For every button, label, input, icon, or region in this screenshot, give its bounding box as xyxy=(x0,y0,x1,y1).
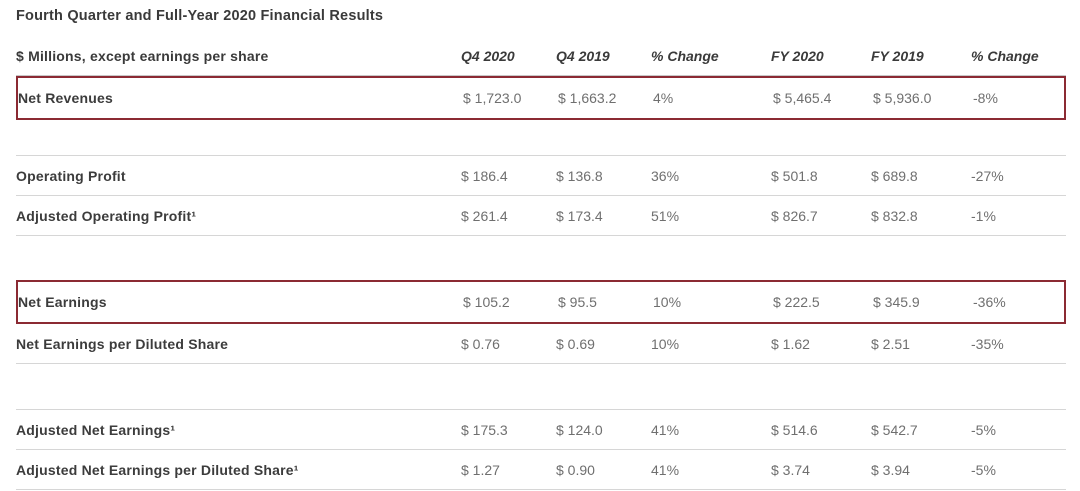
row-label: Net Earnings per Diluted Share xyxy=(16,335,229,352)
row-value: 36% xyxy=(651,167,680,184)
row-value: 41% xyxy=(651,461,680,478)
row-value: $ 124.0 xyxy=(556,421,603,438)
row-value: $ 136.8 xyxy=(556,167,603,184)
row-label: Adjusted Net Earnings¹ xyxy=(16,421,176,438)
row-value: -1% xyxy=(971,207,996,224)
row-value: $ 501.8 xyxy=(771,167,818,184)
table-row: Net Revenues $ 1,723.0 $ 1,663.2 4% $ 5,465.… xyxy=(16,76,1066,120)
column-header-q4-2020: Q4 2020 xyxy=(461,47,515,64)
row-value: -5% xyxy=(971,421,996,438)
row-value: $ 173.4 xyxy=(556,207,603,224)
row-value: $ 0.69 xyxy=(556,335,595,352)
row-value: 10% xyxy=(653,294,682,310)
row-value: $ 1.27 xyxy=(461,461,500,478)
row-value: $ 1.62 xyxy=(771,335,810,352)
spacer-row xyxy=(16,364,1066,410)
column-header-q4-pct-change: % Change xyxy=(651,47,719,64)
row-value: 4% xyxy=(653,90,674,106)
row-value: $ 514.6 xyxy=(771,421,818,438)
row-value: $ 175.3 xyxy=(461,421,508,438)
row-value: $ 3.94 xyxy=(871,461,910,478)
table-row: Adjusted Net Earnings per Diluted Share¹… xyxy=(16,450,1066,490)
row-value: $ 3.74 xyxy=(771,461,810,478)
table-body: Net Revenues $ 1,723.0 $ 1,663.2 4% $ 5,465.… xyxy=(16,76,1066,490)
row-label: Net Revenues xyxy=(18,90,113,106)
row-value: $ 0.76 xyxy=(461,335,500,352)
table-header-row: $ Millions, except earnings per share Q4… xyxy=(16,36,1066,76)
row-value: -5% xyxy=(971,461,996,478)
row-value: $ 261.4 xyxy=(461,207,508,224)
table-row: Net Earnings per Diluted Share $ 0.76 $ 0.… xyxy=(16,324,1066,364)
row-label: Adjusted Operating Profit¹ xyxy=(16,207,197,224)
column-header-fy-2019: FY 2019 xyxy=(871,47,924,64)
row-value: $ 345.9 xyxy=(873,294,920,310)
row-value: $ 689.8 xyxy=(871,167,918,184)
row-value: $ 826.7 xyxy=(771,207,818,224)
row-value: $ 5,936.0 xyxy=(873,90,932,106)
row-value: -8% xyxy=(973,90,998,106)
row-value: $ 0.90 xyxy=(556,461,595,478)
spacer-row xyxy=(16,120,1066,156)
row-value: 10% xyxy=(651,335,680,352)
row-label: Adjusted Net Earnings per Diluted Share¹ xyxy=(16,461,299,478)
row-label: Net Earnings xyxy=(18,294,107,310)
row-value: -35% xyxy=(971,335,1004,352)
column-header-fy-2020: FY 2020 xyxy=(771,47,824,64)
row-label: Operating Profit xyxy=(16,167,126,184)
column-header-fy-pct-change: % Change xyxy=(971,47,1039,64)
row-value: -36% xyxy=(973,294,1006,310)
row-value: $ 1,723.0 xyxy=(463,90,522,106)
column-header-q4-2019: Q4 2019 xyxy=(556,47,610,64)
row-value: $ 1,663.2 xyxy=(558,90,617,106)
row-value: $ 542.7 xyxy=(871,421,918,438)
row-value: -27% xyxy=(971,167,1004,184)
table-units-label: $ Millions, except earnings per share xyxy=(16,47,269,64)
row-value: $ 95.5 xyxy=(558,294,597,310)
row-value: 41% xyxy=(651,421,680,438)
page-title: Fourth Quarter and Full-Year 2020 Financ… xyxy=(16,8,384,24)
table-row: Operating Profit $ 186.4 $ 136.8 36% $ 501.8… xyxy=(16,156,1066,196)
financial-results-table: $ Millions, except earnings per share Q4… xyxy=(16,36,1066,490)
spacer-row xyxy=(16,236,1066,280)
row-value: $ 5,465.4 xyxy=(773,90,832,106)
row-value: $ 222.5 xyxy=(773,294,820,310)
row-value: $ 105.2 xyxy=(463,294,510,310)
row-value: 51% xyxy=(651,207,680,224)
row-value: $ 832.8 xyxy=(871,207,918,224)
table-row: Adjusted Operating Profit¹ $ 261.4 $ 173.4… xyxy=(16,196,1066,236)
row-value: $ 186.4 xyxy=(461,167,508,184)
table-row: Net Earnings $ 105.2 $ 95.5 10% $ 222.5 $ 345… xyxy=(16,280,1066,324)
table-row: Adjusted Net Earnings¹ $ 175.3 $ 124.0 41% $… xyxy=(16,410,1066,450)
row-value: $ 2.51 xyxy=(871,335,910,352)
